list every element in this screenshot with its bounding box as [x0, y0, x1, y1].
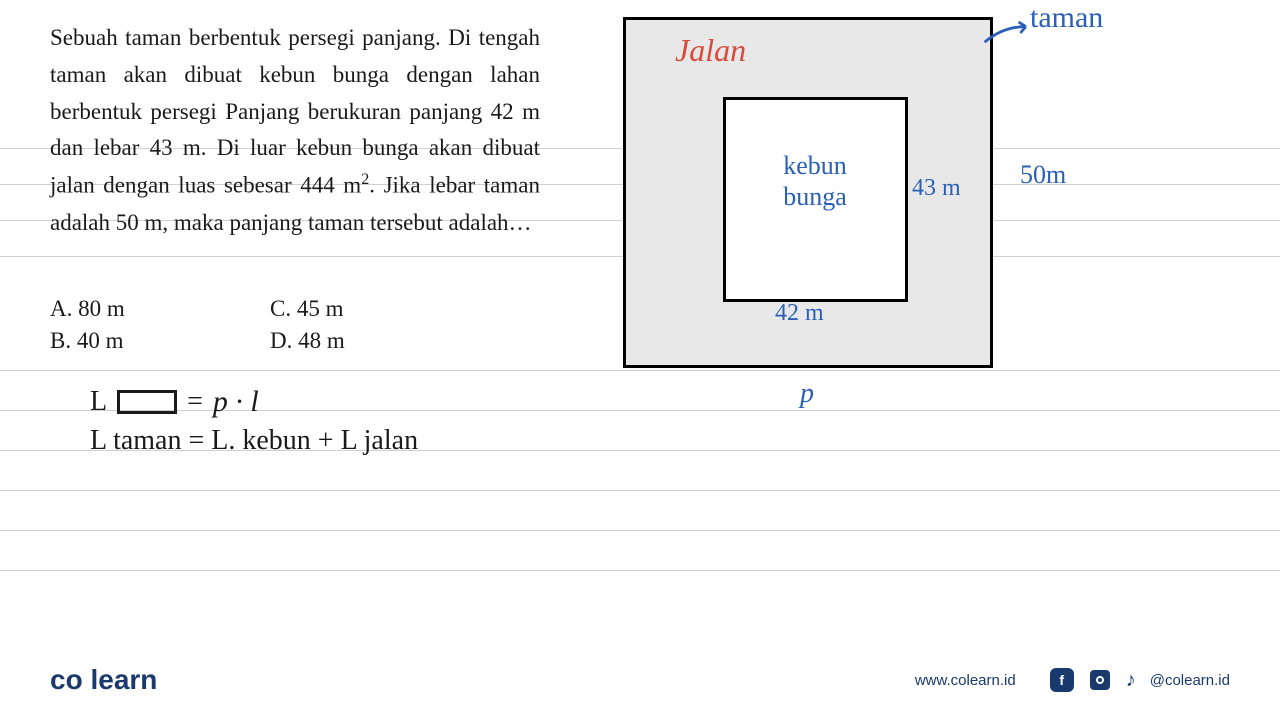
arrow-icon — [980, 18, 1035, 48]
footer: co learn www.colearn.id f ♪ @colearn.id — [0, 660, 1280, 700]
option-b: B. 40 m — [50, 328, 270, 354]
footer-url: www.colearn.id — [915, 672, 1016, 689]
instagram-icon — [1088, 668, 1112, 692]
label-taman: taman — [1030, 1, 1103, 35]
handwritten-working: L = p · l L taman = L. kebun + L jalan — [90, 385, 418, 457]
working-eq: = — [187, 386, 203, 418]
facebook-icon: f — [1050, 668, 1074, 692]
logo: co learn — [50, 664, 157, 696]
label-50m: 50m — [1020, 160, 1066, 190]
working-rhs: p · l — [213, 385, 259, 419]
option-c: C. 45 m — [270, 296, 343, 322]
working-L: L — [90, 386, 107, 418]
label-42m: 42 m — [775, 300, 824, 327]
label-kebun-bunga: kebunbunga — [755, 150, 875, 212]
option-d: D. 48 m — [270, 328, 345, 354]
answer-options: A. 80 m C. 45 m B. 40 m D. 48 m — [50, 296, 345, 354]
label-43m: 43 m — [912, 175, 961, 202]
option-a: A. 80 m — [50, 296, 270, 322]
working-line2: L taman = L. kebun + L jalan — [90, 425, 418, 457]
label-p: p — [800, 378, 814, 410]
tiktok-icon: ♪ — [1126, 669, 1136, 692]
label-jalan: Jalan — [675, 32, 746, 69]
rect-icon — [117, 390, 177, 414]
question-text: Sebuah taman berbentuk persegi panjang. … — [50, 20, 540, 241]
social-handle: @colearn.id — [1150, 672, 1230, 689]
